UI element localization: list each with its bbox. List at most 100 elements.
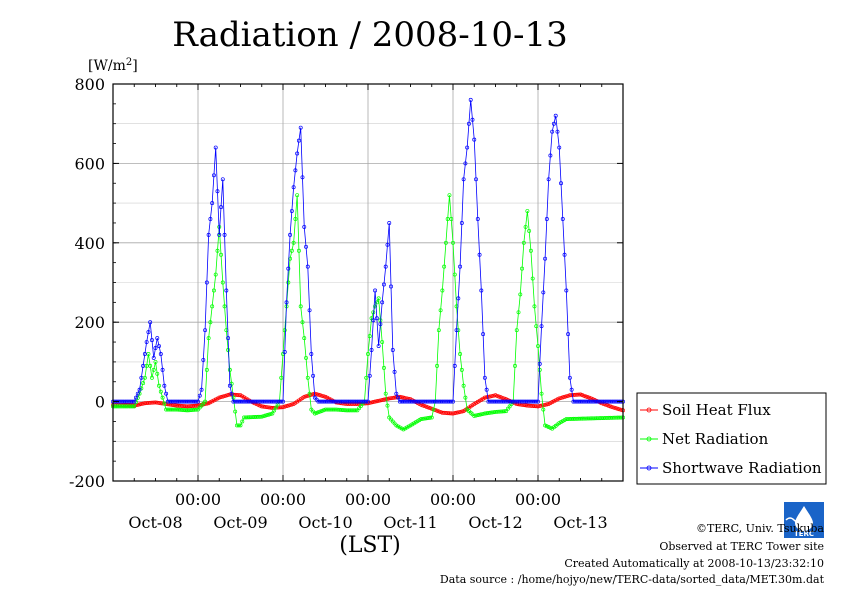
data-point (399, 395, 404, 400)
data-point (575, 392, 579, 397)
data-point (320, 408, 324, 413)
data-point (374, 300, 379, 305)
data-point (578, 392, 583, 397)
data-point (295, 193, 300, 198)
x-date-label: Oct-13 (553, 513, 607, 532)
data-point (151, 367, 156, 372)
data-point (371, 318, 376, 323)
data-point (194, 403, 199, 408)
data-point (190, 407, 195, 412)
data-point (500, 395, 505, 400)
data-point (376, 296, 381, 301)
data-point (298, 125, 303, 130)
data-point (227, 383, 232, 388)
data-point (227, 367, 232, 372)
data-point (236, 423, 241, 428)
chart-title: Radiation / 2008-10-13 (172, 15, 568, 55)
data-point (132, 404, 137, 409)
data-point (587, 395, 592, 400)
data-point (158, 352, 163, 356)
data-point (158, 401, 163, 406)
data-point (139, 375, 144, 380)
data-point (236, 393, 241, 398)
data-point (150, 400, 154, 405)
data-point (173, 403, 177, 408)
data-point (438, 410, 443, 415)
water-drop-icon (795, 506, 813, 531)
data-point (387, 396, 392, 401)
data-point (373, 399, 378, 404)
data-point (134, 395, 138, 400)
data-point (513, 363, 517, 368)
data-point (213, 272, 218, 277)
data-point (369, 348, 374, 352)
data-point (536, 399, 540, 404)
data-point (536, 344, 540, 348)
legend-entry: Shortwave Radiation (640, 459, 822, 477)
data-point (387, 220, 392, 225)
data-point (516, 310, 521, 315)
data-point (555, 129, 560, 134)
data-point (532, 404, 537, 409)
data-point (215, 189, 220, 194)
data-point (390, 348, 395, 352)
data-point (486, 411, 491, 415)
data-point (305, 264, 310, 269)
data-point (490, 410, 494, 415)
data-point (293, 217, 298, 221)
x-tick-label: 00:00 (515, 490, 561, 509)
data-point (141, 363, 146, 368)
data-point (463, 161, 468, 166)
data-point (488, 394, 493, 399)
data-point (474, 413, 478, 418)
data-point (451, 240, 455, 245)
data-point (385, 403, 390, 408)
data-point (458, 352, 463, 356)
data-point (188, 404, 193, 409)
data-point (187, 408, 192, 413)
data-point (217, 395, 222, 400)
y-axis-unit-label: [W/m2] (88, 57, 138, 74)
data-point (321, 394, 326, 399)
data-point (265, 413, 270, 418)
data-point (534, 324, 539, 329)
data-point (582, 393, 586, 398)
data-point (272, 408, 277, 413)
data-point (403, 396, 408, 400)
data-point (539, 391, 544, 396)
data-point (435, 408, 440, 413)
data-point (422, 404, 427, 409)
y-tick-label: 400 (74, 234, 105, 253)
data-point (289, 209, 294, 213)
x-date-label: Oct-11 (383, 513, 437, 532)
x-tick-label: 00:00 (260, 490, 306, 509)
data-point (514, 328, 519, 333)
data-point (311, 373, 316, 378)
data-point (201, 357, 206, 362)
y-tick-label: -200 (69, 472, 105, 491)
data-point (567, 393, 572, 398)
data-point (130, 404, 135, 409)
data-point (217, 232, 222, 237)
data-point (401, 395, 406, 400)
data-point (192, 407, 197, 412)
data-point (187, 404, 192, 409)
data-point (488, 410, 493, 415)
legend-label: Net Radiation (662, 430, 769, 448)
data-point (564, 394, 569, 399)
data-point (381, 365, 386, 370)
data-point (406, 396, 411, 401)
data-point (481, 411, 486, 416)
data-point (224, 393, 229, 398)
data-point (424, 404, 429, 409)
data-point (523, 224, 528, 229)
data-point (194, 399, 199, 404)
data-point (424, 416, 429, 421)
data-point (452, 411, 457, 416)
data-point (463, 395, 468, 400)
data-point (367, 334, 372, 339)
data-point (258, 414, 262, 419)
data-point (383, 397, 388, 402)
data-point (493, 409, 498, 414)
data-point (176, 403, 181, 408)
